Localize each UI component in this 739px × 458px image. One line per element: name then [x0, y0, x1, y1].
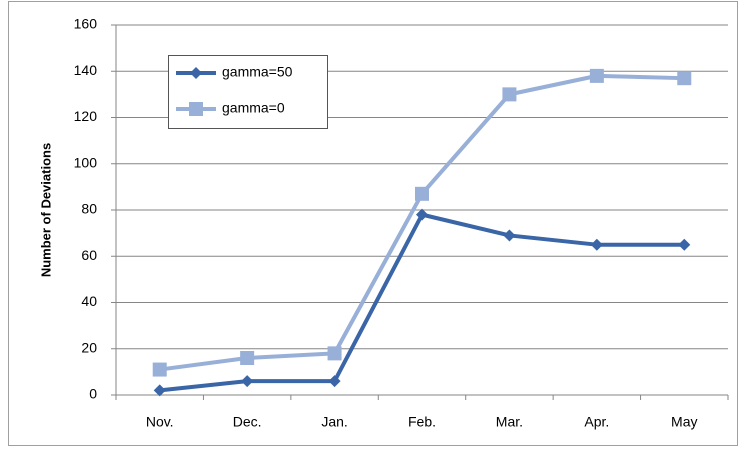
data-point: [241, 375, 254, 388]
x-tick-label: Mar.: [496, 414, 523, 430]
data-point: [589, 68, 604, 83]
x-tick-label: Dec.: [233, 414, 262, 430]
y-tick-label: 80: [81, 201, 97, 217]
data-point: [327, 346, 342, 361]
x-tick-label: Apr.: [584, 414, 609, 430]
y-tick-label: 40: [81, 293, 97, 309]
legend-marker: [190, 67, 202, 79]
data-point: [240, 351, 255, 365]
data-point: [502, 87, 517, 102]
data-point: [415, 186, 429, 201]
y-tick-label: 120: [74, 108, 98, 124]
legend-box: [168, 55, 328, 129]
y-axis-label: Number of Deviations: [38, 143, 53, 277]
data-point: [152, 362, 167, 377]
data-point: [503, 229, 516, 242]
y-tick-label: 140: [74, 62, 98, 78]
x-tick-label: Jan.: [321, 414, 347, 430]
data-point: [677, 71, 692, 86]
y-tick-label: 60: [81, 247, 97, 263]
y-tick-label: 160: [74, 16, 98, 32]
x-tick-label: May: [671, 414, 697, 430]
x-tick-label: Feb.: [408, 414, 436, 430]
legend: gamma=50 gamma=0: [168, 55, 328, 129]
data-point: [590, 238, 603, 251]
legend-marker: [189, 102, 203, 116]
legend-label: gamma=0: [222, 100, 285, 116]
data-point: [153, 384, 166, 397]
chart-border: [8, 1, 738, 446]
y-tick-label: 100: [74, 154, 98, 170]
x-tick-label: Nov.: [146, 414, 174, 430]
y-tick-label: 20: [81, 339, 97, 355]
legend-label: gamma=50: [222, 64, 293, 80]
data-point: [416, 208, 428, 221]
data-point: [678, 238, 691, 251]
data-point: [328, 375, 341, 388]
y-tick-label: 0: [89, 386, 97, 402]
